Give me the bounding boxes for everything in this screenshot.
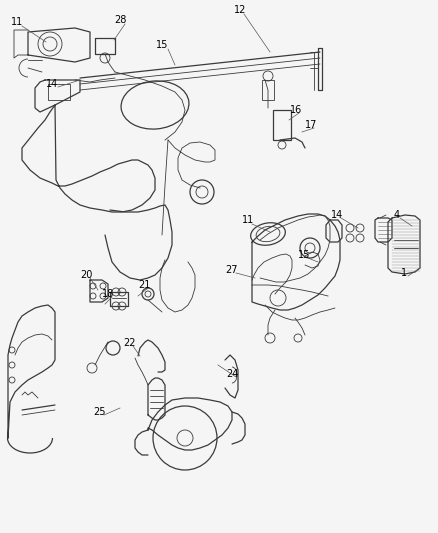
Text: 11: 11	[242, 215, 254, 225]
Text: 18: 18	[102, 289, 114, 299]
Text: 25: 25	[94, 407, 106, 417]
Text: 27: 27	[226, 265, 238, 275]
Text: 14: 14	[46, 79, 58, 89]
Text: 16: 16	[290, 105, 302, 115]
Text: 17: 17	[305, 120, 317, 130]
Text: 22: 22	[123, 338, 135, 348]
Text: 12: 12	[234, 5, 246, 15]
Text: 24: 24	[226, 369, 238, 379]
Text: 20: 20	[80, 270, 92, 280]
Text: 11: 11	[11, 17, 23, 27]
Text: 15: 15	[298, 250, 310, 260]
Text: 21: 21	[138, 280, 150, 290]
Text: 15: 15	[156, 40, 168, 50]
Text: 1: 1	[401, 268, 407, 278]
Text: 4: 4	[394, 210, 400, 220]
Text: 14: 14	[331, 210, 343, 220]
Text: 28: 28	[114, 15, 126, 25]
